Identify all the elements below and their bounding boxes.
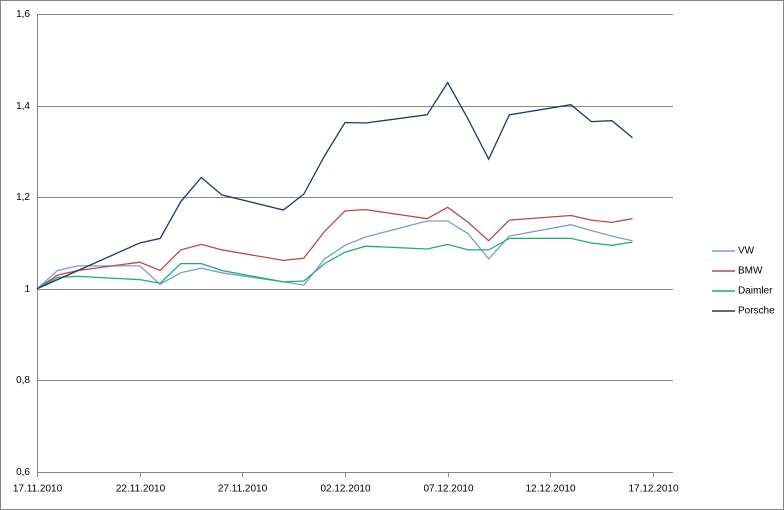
legend-label: BMW	[738, 266, 763, 277]
x-tick-label: 02.12.2010	[320, 484, 370, 495]
x-tick-label: 27.11.2010	[218, 484, 268, 495]
y-tick-label: 1,6	[16, 9, 30, 20]
y-tick-label: 0,6	[16, 467, 30, 478]
x-tick-label: 17.12.2010	[628, 484, 678, 495]
y-tick-label: 0,8	[16, 375, 30, 386]
series-line	[36, 206, 633, 290]
y-tick-label: 1,2	[16, 192, 30, 203]
x-tick-label: 17.11.2010	[13, 484, 63, 495]
y-tick-label: 1,4	[16, 101, 30, 112]
series-line	[36, 237, 633, 290]
legend-label: Daimler	[738, 286, 773, 297]
series-line	[36, 220, 633, 290]
legend-label: VW	[738, 246, 755, 257]
x-tick-label: 12.12.2010	[525, 484, 575, 495]
x-tick-label: 22.11.2010	[116, 484, 166, 495]
x-tick-label: 07.12.2010	[423, 484, 473, 495]
series-line	[36, 81, 633, 290]
legend-label: Porsche	[738, 306, 775, 317]
y-tick-label: 1	[24, 284, 30, 295]
